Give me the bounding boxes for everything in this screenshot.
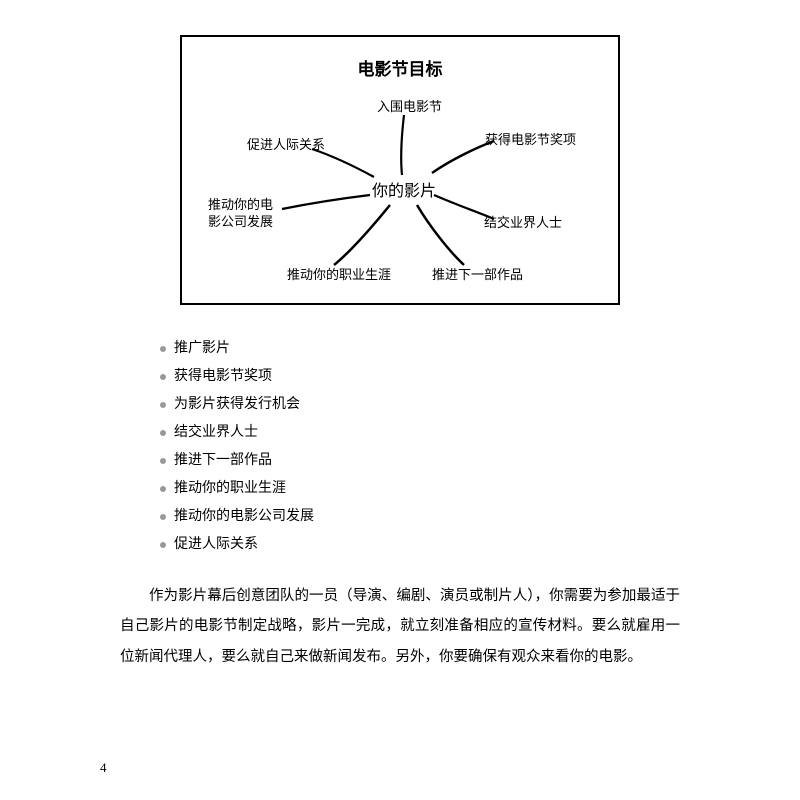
list-item: 获得电影节奖项 — [160, 363, 680, 391]
bullet-text: 结交业界人士 — [174, 419, 258, 447]
bullet-text: 促进人际关系 — [174, 531, 258, 559]
diagram-node-4: 推动你的职业生涯 — [287, 267, 391, 284]
goals-bullet-list: 推广影片 获得电影节奖项 为影片获得发行机会 结交业界人士 推进下一部作品 推动… — [160, 335, 680, 559]
bullet-text: 获得电影节奖项 — [174, 363, 272, 391]
bullet-icon — [160, 458, 166, 464]
list-item: 促进人际关系 — [160, 531, 680, 559]
bullet-text: 为影片获得发行机会 — [174, 391, 300, 419]
edge-5 — [282, 195, 370, 209]
bullet-icon — [160, 514, 166, 520]
bullet-icon — [160, 430, 166, 436]
goals-diagram-box: 电影节目标 你的影片 入围电影节 获得电影节奖项 结交业界人士 推进下一部作品 … — [180, 35, 620, 305]
bullet-text: 推广影片 — [174, 335, 230, 363]
bullet-icon — [160, 346, 166, 352]
diagram-node-2: 结交业界人士 — [484, 215, 562, 232]
list-item: 推进下一部作品 — [160, 447, 680, 475]
edge-3 — [417, 205, 464, 265]
diagram-node-6: 促进人际关系 — [247, 137, 325, 154]
list-item: 为影片获得发行机会 — [160, 391, 680, 419]
diagram-node-3: 推进下一部作品 — [432, 267, 523, 284]
bullet-text: 推动你的职业生涯 — [174, 475, 286, 503]
body-paragraph: 作为影片幕后创意团队的一员（导演、编剧、演员或制片人），你需要为参加最适于自己影… — [120, 581, 680, 672]
edge-0 — [401, 115, 404, 175]
diagram-node-1: 获得电影节奖项 — [485, 132, 576, 149]
bullet-icon — [160, 486, 166, 492]
bullet-icon — [160, 402, 166, 408]
diagram-title: 电影节目标 — [182, 55, 618, 80]
bullet-text: 推进下一部作品 — [174, 447, 272, 475]
list-item: 推动你的职业生涯 — [160, 475, 680, 503]
diagram-node-0: 入围电影节 — [377, 99, 442, 116]
diagram-node-5: 推动你的电 影公司发展 — [208, 197, 273, 231]
diagram-center-label: 你的影片 — [372, 177, 436, 201]
edge-4 — [334, 205, 390, 265]
bullet-icon — [160, 542, 166, 548]
list-item: 结交业界人士 — [160, 419, 680, 447]
list-item: 推动你的电影公司发展 — [160, 503, 680, 531]
bullet-text: 推动你的电影公司发展 — [174, 503, 314, 531]
page-number: 4 — [100, 760, 107, 776]
bullet-icon — [160, 374, 166, 380]
document-page: 电影节目标 你的影片 入围电影节 获得电影节奖项 结交业界人士 推进下一部作品 … — [0, 0, 800, 800]
list-item: 推广影片 — [160, 335, 680, 363]
